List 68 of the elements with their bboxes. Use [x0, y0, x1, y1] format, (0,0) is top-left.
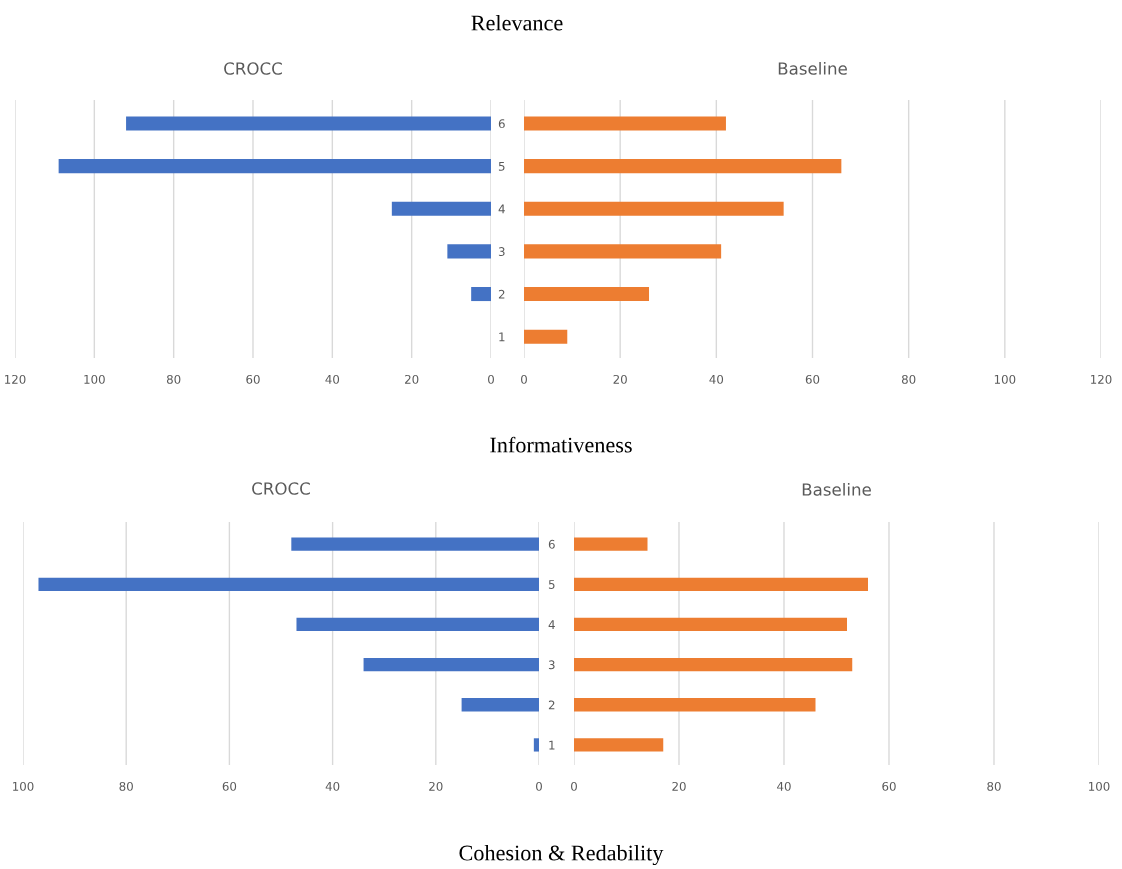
bar	[391, 201, 491, 216]
x-tick-label: 20	[405, 374, 419, 384]
x-tick-label: 80	[987, 781, 1001, 791]
bar	[574, 617, 847, 632]
x-tick-label: 60	[805, 374, 820, 384]
bar	[574, 577, 868, 591]
y-tick-label: 5	[498, 161, 505, 171]
x-tick-label: 20	[613, 374, 627, 384]
y-tick-label: 4	[548, 620, 555, 629]
y-tick-label: 6	[498, 119, 505, 129]
y-tick-label: 5	[548, 580, 555, 589]
x-tick-label: 60	[246, 374, 260, 384]
x-tick-label: 0	[521, 374, 527, 384]
y-tick-label: 1	[499, 332, 505, 342]
bar	[574, 698, 816, 712]
x-tick-label: 120	[5, 374, 26, 384]
bar	[471, 287, 491, 302]
text: Cohesion & Redability	[459, 844, 664, 866]
bar	[38, 577, 539, 591]
x-tick-label: 100	[994, 374, 1016, 384]
bar	[524, 159, 842, 174]
x-tick-label: 40	[709, 374, 724, 384]
bar	[524, 116, 726, 131]
chart-title: CROCC	[224, 62, 282, 75]
bar	[524, 287, 650, 302]
x-tick-label: 0	[571, 781, 577, 791]
x-tick-label: 60	[882, 781, 896, 791]
x-tick-label: 0	[536, 781, 542, 791]
bar	[524, 244, 722, 259]
x-tick-label: 80	[901, 374, 916, 384]
bar	[524, 329, 568, 344]
x-tick-label: 120	[1091, 374, 1112, 384]
chart-title: CROCC	[252, 482, 310, 495]
bar	[524, 201, 784, 216]
y-tick-label: 1	[549, 740, 555, 750]
y-tick-label: 4	[498, 204, 505, 214]
bar	[574, 537, 648, 551]
x-tick-label: 20	[429, 781, 443, 791]
bar	[533, 738, 539, 752]
bar	[574, 657, 853, 672]
bar	[461, 698, 539, 712]
x-tick-label: 40	[777, 781, 791, 791]
y-tick-label: 3	[498, 247, 505, 257]
text: Relevance	[471, 14, 563, 31]
x-tick-label: 40	[325, 781, 340, 791]
x-tick-label: 60	[222, 781, 237, 791]
x-tick-label: 100	[84, 374, 105, 384]
x-tick-label: 100	[13, 781, 34, 791]
y-tick-label: 2	[548, 700, 555, 710]
bar	[363, 657, 539, 672]
x-tick-label: 0	[488, 374, 494, 384]
bar	[126, 116, 491, 131]
y-tick-label: 2	[498, 289, 505, 299]
bar	[296, 617, 539, 632]
bar	[58, 159, 491, 174]
x-tick-label: 80	[119, 781, 133, 791]
x-tick-label: 20	[672, 781, 686, 791]
bar	[574, 738, 664, 752]
x-tick-label: 40	[325, 374, 340, 384]
bar	[291, 537, 539, 551]
y-tick-label: 6	[548, 539, 555, 549]
chart-title: Baseline	[802, 482, 871, 496]
y-tick-label: 3	[548, 660, 555, 670]
text: Informativeness	[490, 436, 632, 453]
chart-title: Baseline	[778, 61, 847, 75]
bar	[447, 244, 491, 259]
x-tick-label: 80	[166, 374, 181, 384]
x-tick-label: 100	[1089, 781, 1110, 791]
